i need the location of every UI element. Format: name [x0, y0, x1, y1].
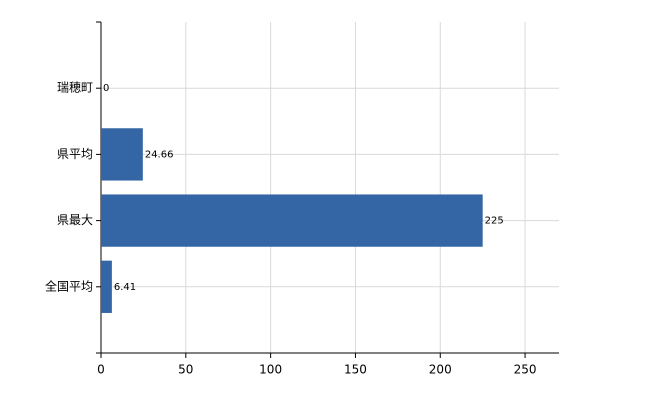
bar — [101, 260, 112, 313]
x-tick-label: 200 — [429, 363, 452, 377]
y-tick-label: 県最大 — [57, 213, 93, 227]
value-label: 225 — [485, 216, 504, 227]
value-label: 0 — [103, 83, 109, 94]
x-tick-label: 250 — [514, 363, 537, 377]
x-tick-label: 100 — [259, 363, 282, 377]
value-label: 6.41 — [114, 282, 136, 293]
x-tick-label: 150 — [344, 363, 367, 377]
bar — [101, 128, 143, 181]
y-tick-label: 瑞穂町 — [57, 81, 93, 95]
x-tick-label: 50 — [178, 363, 193, 377]
y-tick-label: 全国平均 — [45, 278, 93, 293]
y-tick-label: 県平均 — [57, 147, 93, 161]
bar — [101, 194, 483, 247]
x-tick-label: 0 — [97, 363, 105, 377]
value-label: 24.66 — [145, 149, 174, 160]
